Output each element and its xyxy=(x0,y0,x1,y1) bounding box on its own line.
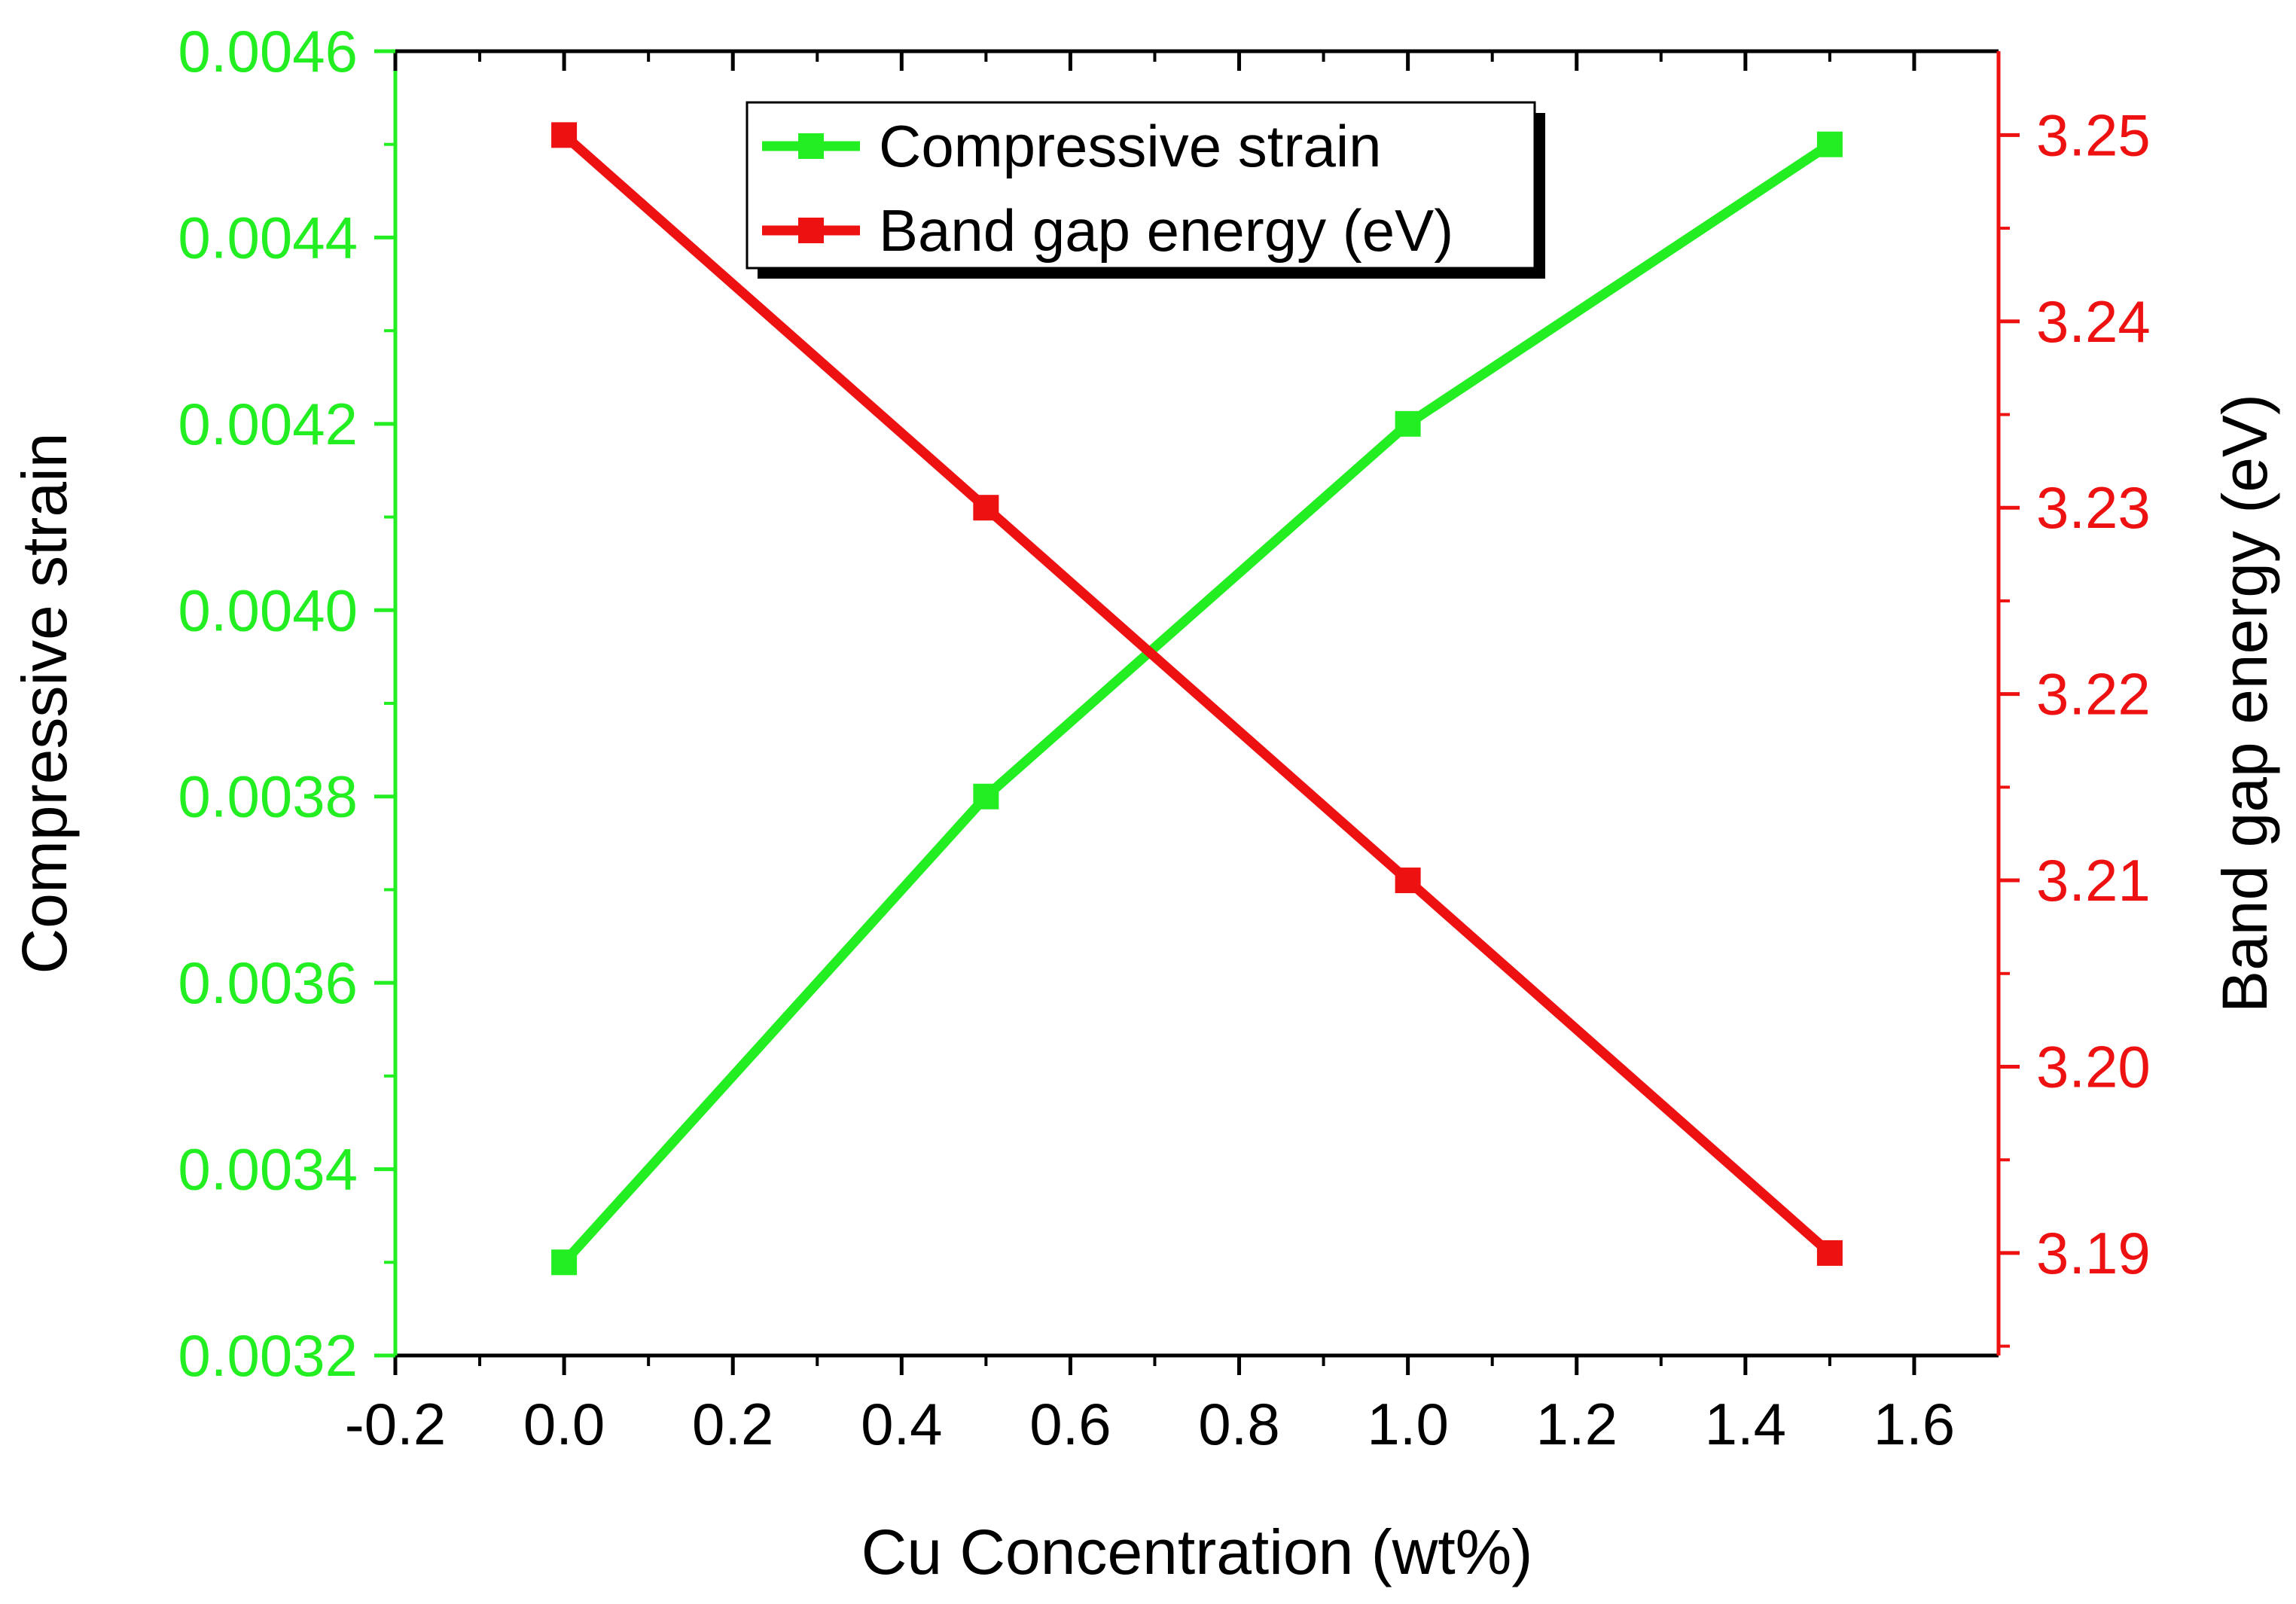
legend-label: Compressive strain xyxy=(879,113,1382,179)
x-tick-label: 0.2 xyxy=(692,1391,773,1457)
compressive-strain-line xyxy=(560,140,1833,1266)
y-right-tick-label: 3.20 xyxy=(2036,1033,2151,1099)
y-right-tick-label: 3.21 xyxy=(2036,847,2151,913)
compressive-strain-point xyxy=(1395,410,1421,437)
y-right-tick-label: 3.22 xyxy=(2036,661,2151,727)
x-tick-label: 0.6 xyxy=(1029,1391,1111,1457)
y-right-tick-label: 3.19 xyxy=(2036,1220,2151,1286)
x-tick-label: 1.4 xyxy=(1705,1391,1786,1457)
x-tick-label: 0.4 xyxy=(861,1391,942,1457)
compressive-strain-point xyxy=(551,1249,578,1276)
band-gap-point xyxy=(551,122,578,148)
y-left-tick-label: 0.0034 xyxy=(178,1136,358,1203)
compressive-strain-point xyxy=(973,783,999,810)
band-gap-point xyxy=(1395,868,1421,894)
y-left-tick-label: 0.0038 xyxy=(178,764,358,830)
y-right-tick-label: 3.23 xyxy=(2036,474,2151,541)
legend-swatch-marker xyxy=(798,218,824,243)
x-tick-label: 1.2 xyxy=(1536,1391,1618,1457)
band-gap-point xyxy=(973,495,999,521)
y-right-tick-label: 3.24 xyxy=(2036,288,2151,355)
band-gap-point xyxy=(1816,1240,1843,1266)
band-gap-line xyxy=(560,131,1834,1257)
y-left-tick-label: 0.0036 xyxy=(178,950,358,1016)
x-tick-label: -0.2 xyxy=(345,1391,446,1457)
y-left-tick-label: 0.0042 xyxy=(178,391,358,457)
y-axis-left-label: Compressive strain xyxy=(9,433,80,974)
y-left-tick-label: 0.0032 xyxy=(178,1322,358,1389)
x-tick-label: 1.0 xyxy=(1367,1391,1448,1457)
y-right-tick-label: 3.25 xyxy=(2036,102,2151,168)
compressive-strain-point xyxy=(1816,131,1843,157)
legend-swatch-marker xyxy=(798,133,824,159)
y-left-tick-label: 0.0040 xyxy=(178,577,358,643)
y-left-tick-label: 0.0046 xyxy=(178,18,358,84)
x-tick-label: 1.6 xyxy=(1874,1391,1955,1457)
x-axis-label: Cu Concentration (wt%) xyxy=(861,1517,1533,1587)
legend-label: Band gap energy (eV) xyxy=(879,197,1453,264)
y-left-tick-label: 0.0044 xyxy=(178,204,358,270)
y-axis-right-label: Band gap energy (eV) xyxy=(2209,394,2280,1013)
x-tick-label: 0.8 xyxy=(1198,1391,1279,1457)
legend-box xyxy=(746,101,1536,270)
x-tick-label: 0.0 xyxy=(523,1391,605,1457)
